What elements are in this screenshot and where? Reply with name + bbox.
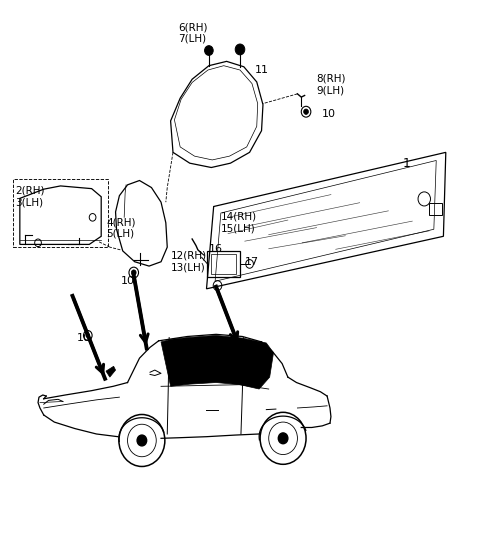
Polygon shape — [161, 336, 274, 389]
Circle shape — [304, 109, 309, 115]
Circle shape — [235, 44, 245, 55]
Circle shape — [137, 435, 147, 446]
Text: 16: 16 — [209, 244, 223, 254]
Circle shape — [204, 46, 213, 55]
Circle shape — [86, 333, 90, 338]
Text: 11: 11 — [254, 65, 268, 75]
Text: 6(RH)
7(LH): 6(RH) 7(LH) — [178, 22, 207, 44]
Text: 2(RH)
3(LH): 2(RH) 3(LH) — [15, 186, 45, 207]
Bar — [211, 254, 236, 274]
Circle shape — [278, 433, 288, 444]
Polygon shape — [106, 367, 116, 377]
Text: 4(RH)
5(LH): 4(RH) 5(LH) — [106, 217, 135, 239]
Text: 17: 17 — [245, 257, 259, 267]
Text: 8(RH)
9(LH): 8(RH) 9(LH) — [317, 74, 346, 96]
Circle shape — [132, 270, 136, 275]
Text: 10: 10 — [120, 276, 134, 286]
Text: 14(RH)
15(LH): 14(RH) 15(LH) — [221, 212, 257, 233]
Text: 12(RH)
13(LH): 12(RH) 13(LH) — [170, 251, 207, 273]
Text: 1: 1 — [403, 157, 410, 169]
Text: 10: 10 — [322, 110, 336, 119]
Bar — [207, 251, 240, 277]
Text: 10: 10 — [77, 332, 91, 343]
